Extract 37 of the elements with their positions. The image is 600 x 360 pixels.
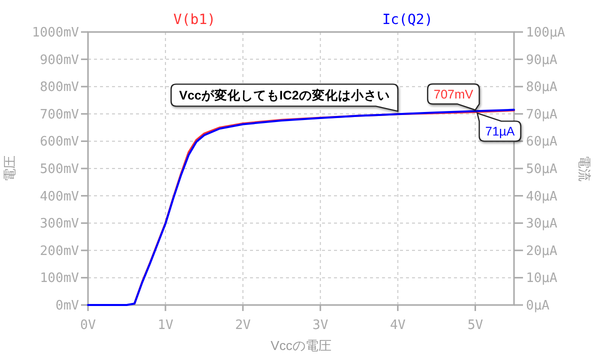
y2-axis-title: 電流 [577,156,592,182]
data-label: 707mV [434,87,474,102]
data-label: 71µA [485,124,516,139]
y2-tick-label: 0µA [526,298,550,314]
x-tick-label: 5V [467,318,484,333]
y-tick-label: 800mV [40,80,80,96]
x-tick-label: 3V [312,318,328,333]
y2-tick-label: 100µA [526,26,566,40]
x-tick-label: 0V [80,318,96,333]
y-tick-label: 200mV [40,244,80,259]
y2-tick-label: 10µA [526,271,558,286]
y-tick-label: 300mV [40,216,80,232]
y-tick-label: 600mV [40,134,80,150]
x-tick-label: 4V [390,318,406,333]
x-axis-title: Vccの電圧 [270,338,332,353]
y2-tick-label: 40µA [526,189,558,204]
y-tick-label: 0mV [56,298,80,314]
y2-tick-label: 80µA [526,80,558,96]
x-tick-label: 2V [235,318,251,333]
y2-tick-label: 70µA [526,107,558,122]
y-tick-label: 900mV [40,52,80,68]
y-tick-label: 1000mV [32,26,80,40]
annotation: Vccが変化してもIC2の変化は小さい [179,88,390,103]
y2-tick-label: 90µA [526,52,558,68]
callout: Vccが変化してもIC2の変化は小さい [170,84,398,112]
callout: 71µA [476,112,522,142]
y-tick-label: 700mV [40,107,80,122]
y2-tick-label: 60µA [526,134,558,150]
callout: 707mV [427,83,480,111]
x-tick-label: 1V [158,318,174,333]
y2-tick-label: 20µA [526,244,558,259]
y2-tick-label: 50µA [526,162,558,177]
y2-tick-label: 30µA [526,216,558,232]
y-tick-label: 500mV [40,162,80,177]
y-axis-title: 電圧 [2,156,17,182]
y-tick-label: 100mV [40,271,80,286]
y-tick-label: 400mV [40,189,80,204]
